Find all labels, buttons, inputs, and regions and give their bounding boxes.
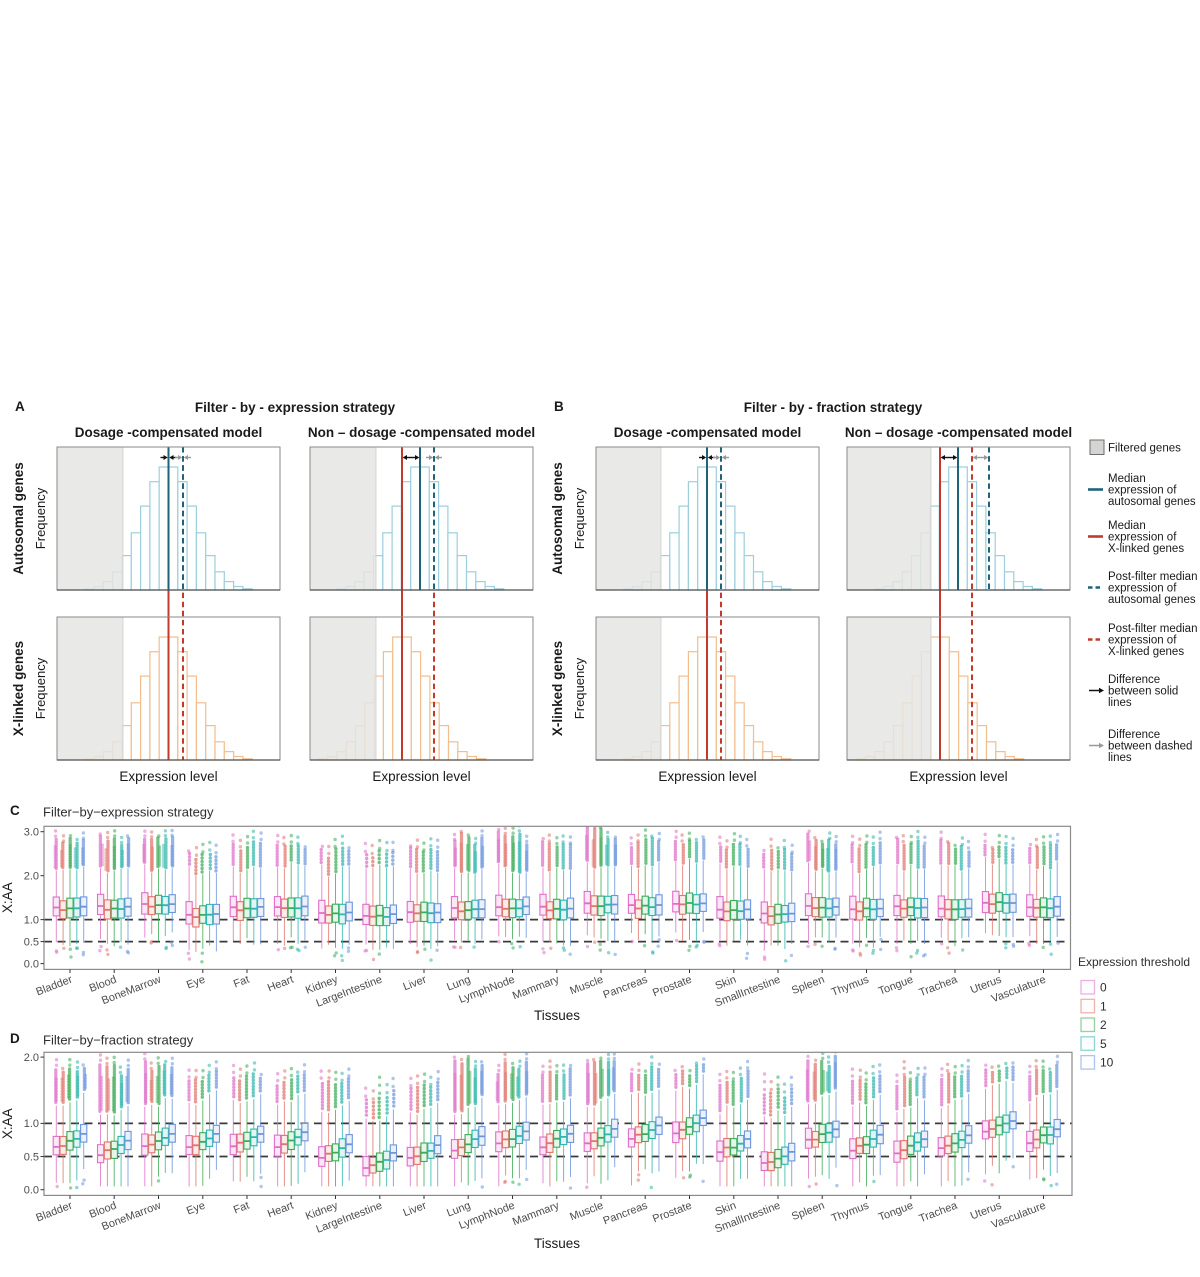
svg-text:3.0: 3.0: [24, 827, 39, 839]
svg-text:1.0: 1.0: [24, 1118, 39, 1130]
svg-text:Frequency: Frequency: [572, 657, 587, 719]
svg-text:X-linked genes: X-linked genes: [11, 641, 26, 736]
svg-text:Frequency: Frequency: [572, 487, 587, 549]
svg-text:1.0: 1.0: [24, 914, 39, 926]
svg-text:X:AA: X:AA: [0, 1108, 15, 1139]
svg-text:Difference: Difference: [1108, 729, 1160, 741]
svg-text:Filtered genes: Filtered genes: [1108, 443, 1181, 455]
svg-text:Median: Median: [1108, 520, 1146, 532]
svg-text:Dosage -compensated model: Dosage -compensated model: [75, 425, 263, 440]
svg-text:Fat: Fat: [232, 974, 251, 991]
svg-text:expression of: expression of: [1108, 635, 1177, 647]
svg-text:between dashed: between dashed: [1108, 741, 1192, 753]
svg-text:2: 2: [1100, 1018, 1107, 1032]
svg-text:Filter - by - fraction strateg: Filter - by - fraction strategy: [744, 400, 923, 415]
svg-text:X:AA: X:AA: [0, 882, 15, 913]
svg-text:Autosomal genes: Autosomal genes: [11, 462, 26, 575]
svg-text:Filter - by - expression strat: Filter - by - expression strategy: [195, 400, 396, 415]
svg-text:1: 1: [1100, 999, 1107, 1013]
svg-text:lines: lines: [1108, 697, 1132, 709]
svg-text:Filter−by−expression strategy: Filter−by−expression strategy: [43, 805, 214, 820]
svg-text:0.5: 0.5: [24, 1151, 39, 1163]
svg-text:A: A: [15, 399, 25, 414]
svg-text:0: 0: [1100, 981, 1107, 995]
svg-text:Expression level: Expression level: [372, 769, 470, 784]
svg-text:X-linked genes: X-linked genes: [550, 641, 565, 736]
svg-text:between solid: between solid: [1108, 686, 1178, 698]
svg-text:10: 10: [1100, 1056, 1114, 1070]
svg-text:expression of: expression of: [1108, 583, 1177, 595]
svg-text:Autosomal genes: Autosomal genes: [550, 462, 565, 575]
svg-text:expression of: expression of: [1108, 485, 1177, 497]
svg-text:5: 5: [1100, 1037, 1107, 1051]
svg-text:0.0: 0.0: [24, 958, 39, 970]
svg-text:autosomal genes: autosomal genes: [1108, 496, 1196, 508]
svg-text:Dosage -compensated model: Dosage -compensated model: [614, 425, 802, 440]
svg-text:Frequency: Frequency: [33, 487, 48, 549]
svg-text:X-linked genes: X-linked genes: [1108, 543, 1184, 555]
svg-text:Fat: Fat: [232, 1200, 251, 1217]
svg-text:Post-filter median: Post-filter median: [1108, 623, 1197, 635]
svg-text:Difference: Difference: [1108, 674, 1160, 686]
svg-text:Expression threshold: Expression threshold: [1078, 955, 1190, 969]
svg-text:Expression level: Expression level: [119, 769, 217, 784]
svg-text:lines: lines: [1108, 752, 1132, 764]
svg-text:2.0: 2.0: [24, 1052, 39, 1064]
svg-text:Post-filter median: Post-filter median: [1108, 571, 1197, 583]
svg-text:autosomal genes: autosomal genes: [1108, 594, 1196, 606]
svg-text:D: D: [10, 1031, 20, 1046]
svg-text:0.5: 0.5: [24, 936, 39, 948]
svg-text:X-linked genes: X-linked genes: [1108, 646, 1184, 658]
svg-text:Expression level: Expression level: [658, 769, 756, 784]
svg-text:Median: Median: [1108, 473, 1146, 485]
svg-text:Frequency: Frequency: [33, 657, 48, 719]
svg-text:Filter−by−fraction strategy: Filter−by−fraction strategy: [43, 1033, 194, 1048]
svg-text:0.0: 0.0: [24, 1185, 39, 1197]
svg-text:B: B: [554, 399, 564, 414]
svg-text:expression of: expression of: [1108, 532, 1177, 544]
svg-text:Non – dosage -compensated mode: Non – dosage -compensated model: [845, 425, 1072, 440]
svg-text:Tissues: Tissues: [534, 1008, 580, 1023]
svg-text:Expression level: Expression level: [909, 769, 1007, 784]
svg-text:Non – dosage -compensated mode: Non – dosage -compensated model: [308, 425, 535, 440]
svg-text:Tissues: Tissues: [534, 1236, 580, 1251]
svg-text:2.0: 2.0: [24, 871, 39, 883]
svg-text:C: C: [10, 803, 20, 818]
